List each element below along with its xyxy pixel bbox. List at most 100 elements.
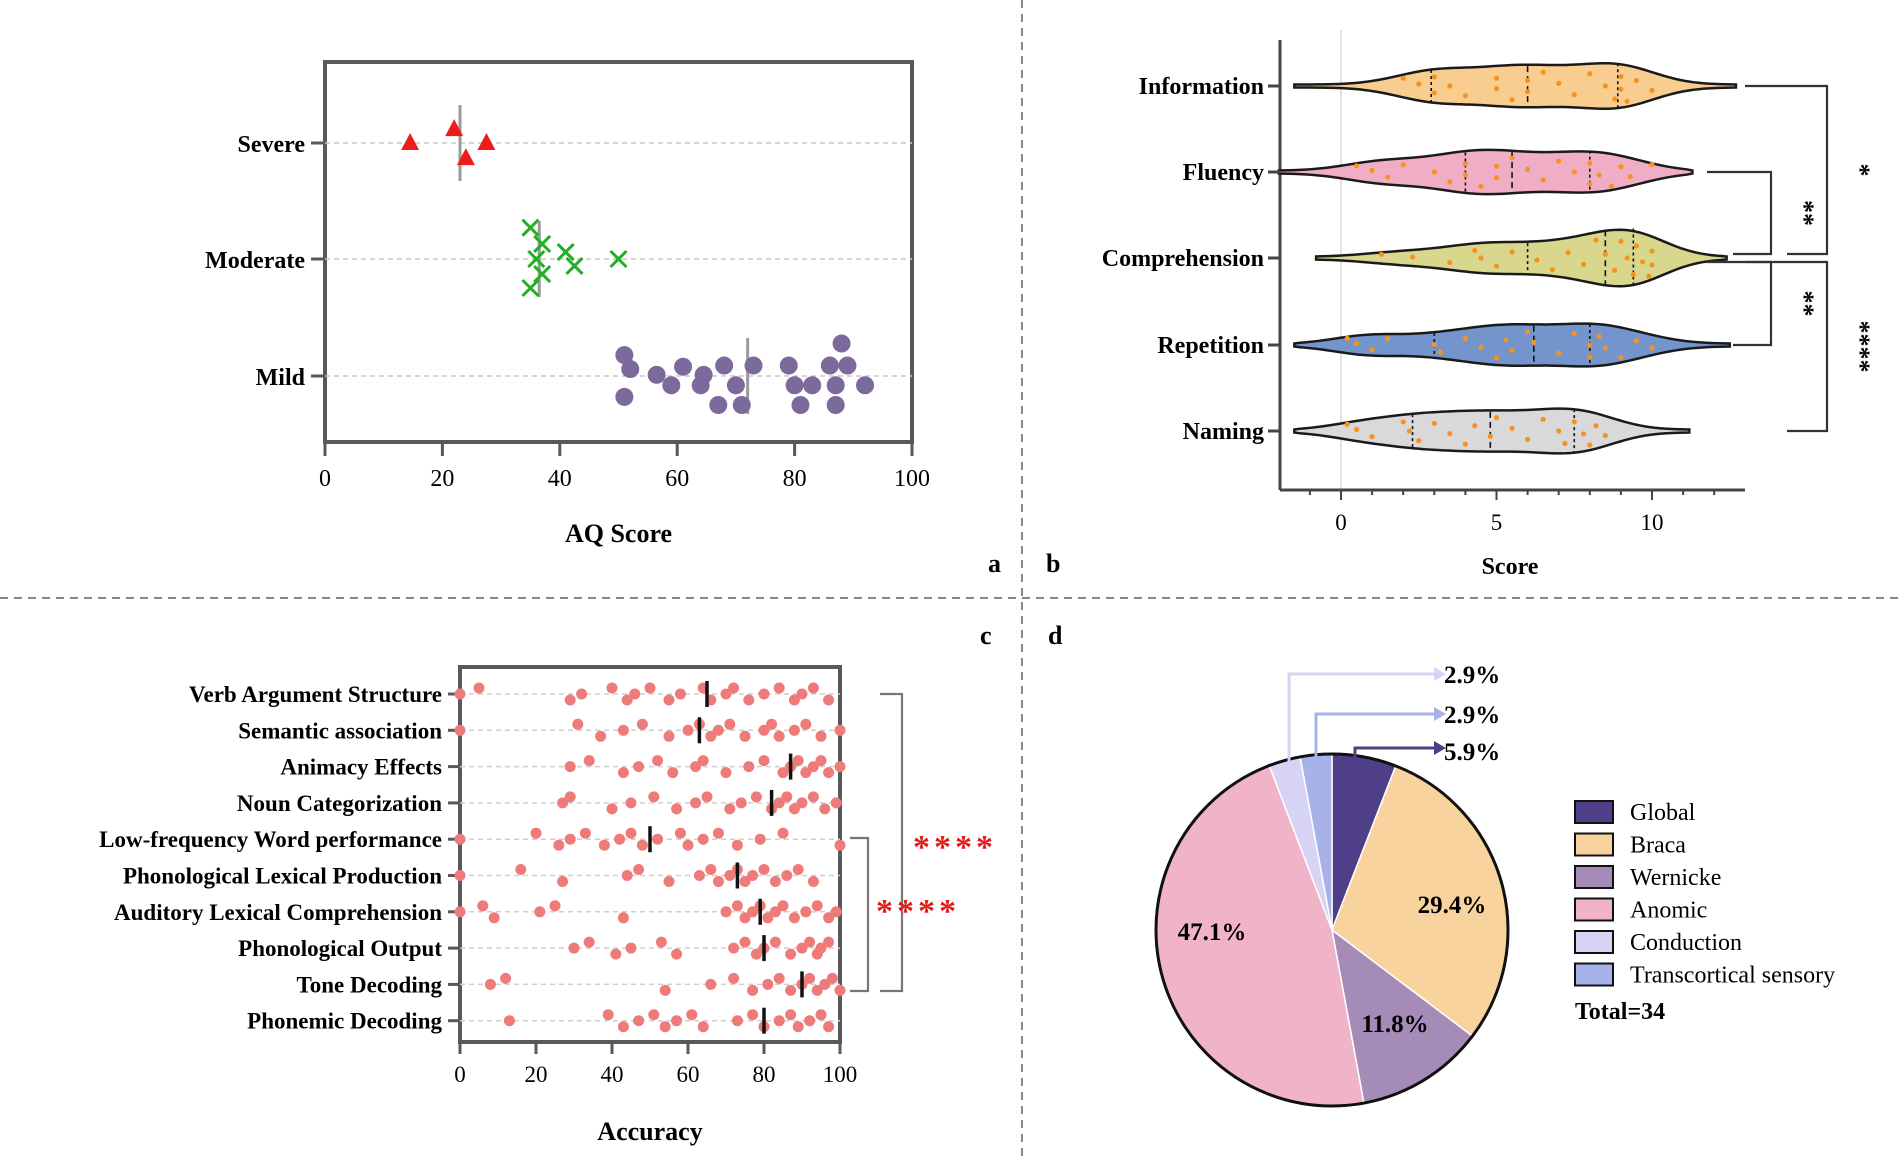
callout-arrow-conduction bbox=[1434, 667, 1446, 681]
callout-arrow-transcortical-sensory bbox=[1434, 707, 1446, 721]
y-tick-label-phonological-output: Phonological Output bbox=[238, 936, 442, 961]
point-mild bbox=[791, 396, 810, 414]
x-tick-label: 5 bbox=[1491, 510, 1503, 535]
point-tone-decoding bbox=[811, 984, 823, 996]
point-comprehension bbox=[1549, 267, 1556, 273]
point-phonological-lexical-production bbox=[633, 864, 645, 875]
point-naming bbox=[1344, 421, 1350, 427]
point-noun-categorization bbox=[773, 797, 785, 809]
x-tick-label: 0 bbox=[319, 466, 331, 492]
point-information bbox=[1431, 74, 1437, 80]
point-naming bbox=[1400, 419, 1406, 425]
point-low-frequency-word-performance bbox=[712, 827, 724, 839]
significance-label: ** bbox=[1790, 291, 1819, 317]
point-information bbox=[1493, 86, 1500, 92]
point-fluency bbox=[1447, 179, 1453, 185]
point-tone-decoding bbox=[728, 972, 740, 984]
point-auditory-lexical-comprehension bbox=[788, 912, 800, 924]
point-naming bbox=[1540, 416, 1546, 422]
point-comprehension bbox=[1649, 262, 1655, 268]
point-noun-categorization bbox=[690, 797, 702, 809]
legend-swatch-wernicke bbox=[1574, 865, 1614, 889]
point-verb-argument-structure bbox=[773, 682, 785, 694]
y-tick-label-animacy-effects: Animacy Effects bbox=[280, 755, 442, 780]
point-naming bbox=[1416, 438, 1422, 444]
point-verb-argument-structure bbox=[564, 694, 576, 706]
point-repetition bbox=[1437, 349, 1444, 355]
point-animacy-effects bbox=[834, 761, 846, 773]
point-verb-argument-structure bbox=[629, 688, 641, 700]
point-phonemic-decoding bbox=[773, 1015, 785, 1027]
point-phonological-lexical-production bbox=[515, 864, 527, 875]
point-fluency bbox=[1571, 169, 1577, 175]
significance-bracket bbox=[1745, 260, 1829, 433]
point-auditory-lexical-comprehension bbox=[769, 906, 781, 918]
point-fluency bbox=[1478, 183, 1484, 189]
point-naming bbox=[1493, 415, 1500, 421]
point-semantic-association bbox=[739, 730, 751, 742]
point-comprehension bbox=[1534, 257, 1540, 263]
point-mild bbox=[856, 376, 875, 395]
point-information bbox=[1618, 73, 1624, 80]
point-mild bbox=[820, 356, 839, 375]
point-information bbox=[1400, 75, 1406, 81]
point-information bbox=[1587, 71, 1593, 77]
point-repetition bbox=[1556, 350, 1562, 356]
legend-label-transcortical-sensory: Transcortical sensory bbox=[1630, 963, 1835, 989]
point-phonological-lexical-production bbox=[712, 876, 724, 887]
violin-comprehension bbox=[1314, 228, 1728, 288]
point-mild bbox=[785, 376, 804, 395]
point-fluency bbox=[1353, 163, 1360, 169]
point-auditory-lexical-comprehension bbox=[762, 912, 774, 924]
legend-label-anomic: Anomic bbox=[1630, 898, 1707, 924]
point-animacy-effects bbox=[690, 761, 702, 773]
point-verb-argument-structure bbox=[621, 694, 633, 706]
x-tick-label: 80 bbox=[783, 466, 807, 492]
y-tick-label-moderate: Moderate bbox=[205, 248, 305, 274]
point-information bbox=[1431, 90, 1437, 96]
point-noun-categorization bbox=[796, 797, 808, 809]
point-repetition bbox=[1602, 345, 1608, 351]
point-naming bbox=[1571, 419, 1577, 425]
point-repetition bbox=[1493, 355, 1500, 361]
point-phonemic-decoding bbox=[731, 1015, 743, 1027]
point-phonological-output bbox=[769, 936, 781, 948]
point-tone-decoding bbox=[484, 978, 496, 990]
point-animacy-effects bbox=[633, 761, 645, 773]
point-naming bbox=[1472, 423, 1478, 429]
point-auditory-lexical-comprehension bbox=[811, 900, 823, 912]
point-information bbox=[1556, 80, 1562, 86]
point-naming bbox=[1562, 440, 1568, 447]
legend-label-global: Global bbox=[1630, 800, 1696, 826]
point-tone-decoding bbox=[819, 978, 831, 990]
point-animacy-effects bbox=[800, 767, 812, 779]
point-information bbox=[1612, 96, 1618, 102]
point-phonemic-decoding bbox=[671, 1015, 683, 1027]
point-naming bbox=[1587, 442, 1593, 448]
x-tick-label: 0 bbox=[454, 1062, 466, 1087]
point-comprehension bbox=[1646, 273, 1652, 279]
point-phonemic-decoding bbox=[815, 1009, 827, 1021]
point-repetition bbox=[1587, 354, 1593, 360]
point-phonological-output bbox=[785, 948, 797, 960]
legend-swatch-conduction bbox=[1574, 930, 1614, 954]
violin-naming bbox=[1293, 407, 1691, 455]
point-repetition bbox=[1596, 333, 1602, 339]
callout-arrow-global bbox=[1434, 741, 1446, 755]
plot-frame bbox=[323, 60, 914, 444]
point-low-frequency-word-performance bbox=[625, 827, 637, 839]
significance-label: **** bbox=[1846, 321, 1875, 373]
point-semantic-association bbox=[595, 730, 607, 742]
point-semantic-association bbox=[724, 718, 736, 730]
point-verb-argument-structure bbox=[796, 688, 808, 700]
y-tick-label-comprehension: Comprehension bbox=[1102, 246, 1264, 272]
y-tick-label-low-frequency-word-performance: Low-frequency Word performance bbox=[99, 827, 442, 852]
y-tick-label-semantic-association: Semantic association bbox=[238, 718, 442, 743]
point-severe bbox=[477, 133, 496, 150]
point-tone-decoding bbox=[747, 984, 759, 996]
point-naming bbox=[1369, 433, 1375, 440]
point-fluency bbox=[1462, 161, 1468, 167]
point-repetition bbox=[1478, 344, 1484, 351]
point-low-frequency-word-performance bbox=[834, 839, 846, 851]
y-tick-label-phonological-lexical-production: Phonological Lexical Production bbox=[123, 864, 442, 889]
